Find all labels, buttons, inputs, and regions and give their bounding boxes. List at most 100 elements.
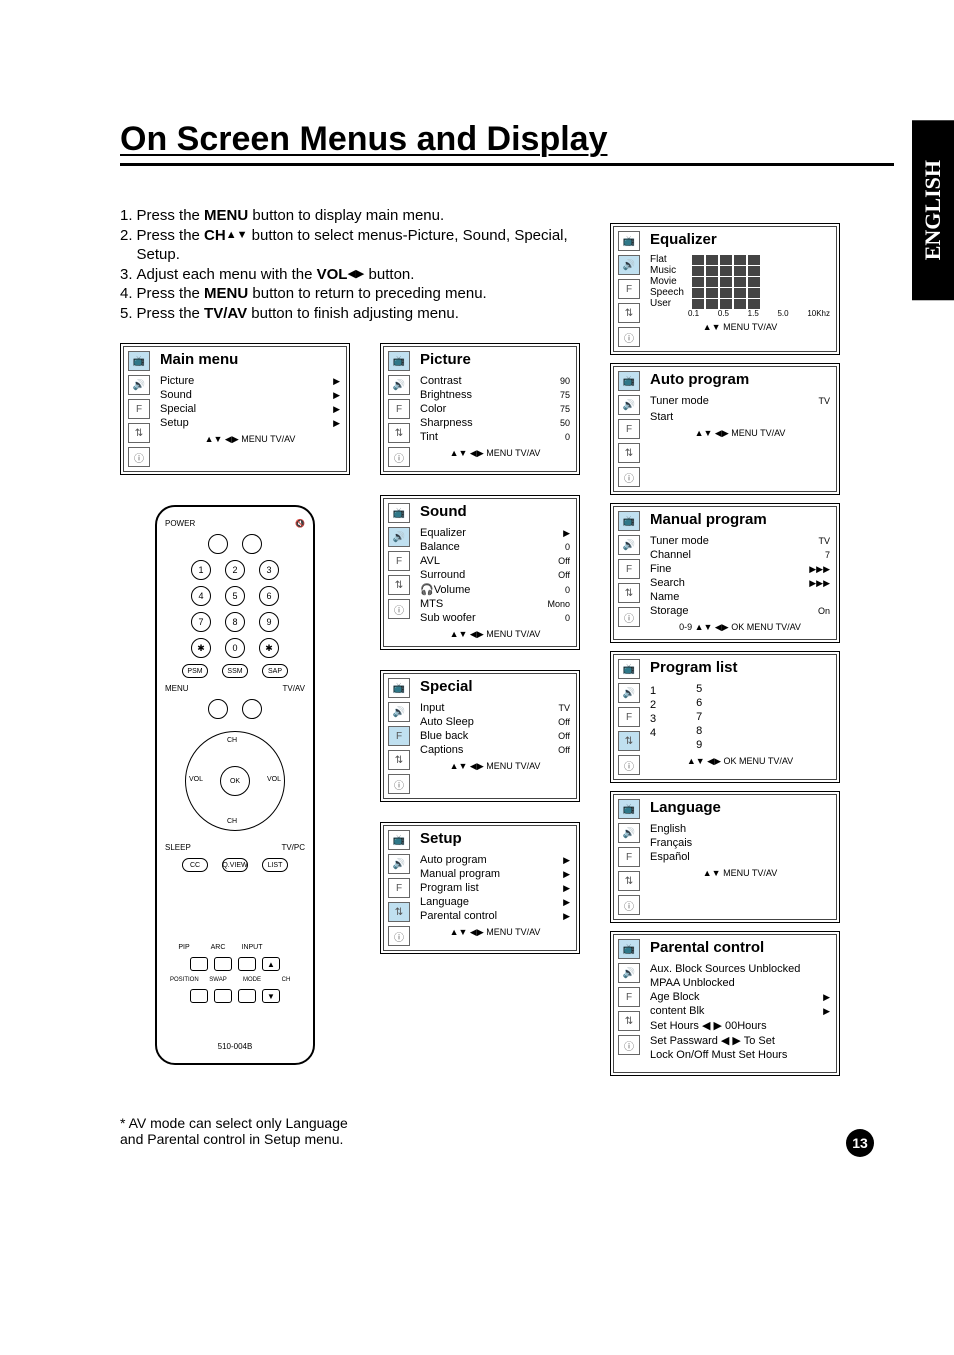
menu-icon: 📺: [388, 503, 410, 523]
menu-row: Auto SleepOff: [420, 715, 570, 729]
digit-button[interactable]: 6: [259, 586, 279, 606]
menu-footer: ▲▼ MENU TV/AV: [650, 864, 830, 880]
menu-row: Sound▶: [160, 388, 340, 402]
digit-button[interactable]: ✱: [259, 638, 279, 658]
manual-program-menu-box: 📺🔊F⇅ⓘManual programTuner modeTVChannel7F…: [610, 503, 840, 643]
menu-row: Tuner modeTV: [650, 394, 830, 408]
program-list-item: 1: [650, 684, 656, 698]
eq-row: Music: [650, 265, 830, 276]
menu-icon: 📺: [618, 231, 640, 251]
menu-icon: F: [388, 878, 410, 898]
square-button[interactable]: [190, 989, 208, 1003]
menu-row: SurroundOff: [420, 568, 570, 582]
setup-menu-box: 📺🔊F⇅ⓘSetupAuto program▶Manual program▶Pr…: [380, 822, 580, 954]
digit-button[interactable]: 3: [259, 560, 279, 580]
menu-icon: 🔊: [388, 375, 410, 395]
menu-button[interactable]: [208, 699, 228, 719]
program-list-item: 9: [696, 738, 702, 752]
eq-row: Flat: [650, 254, 830, 265]
square-button[interactable]: ▲: [262, 957, 280, 971]
dpad[interactable]: OK CH CH VOL VOL: [185, 731, 285, 831]
square-button[interactable]: [238, 989, 256, 1003]
digit-button[interactable]: 7: [191, 612, 211, 632]
menu-row: Parental control▶: [420, 909, 570, 923]
digit-button[interactable]: 8: [225, 612, 245, 632]
equalizer-menu-box: 📺🔊F⇅ⓘEqualizerFlatMusicMovieSpeechUser0.…: [610, 223, 840, 355]
menu-icon: ⇅: [618, 443, 640, 463]
square-button[interactable]: [214, 957, 232, 971]
menu-title: Sound: [420, 503, 570, 520]
mute-button[interactable]: [242, 534, 262, 554]
menu-title: Language: [650, 799, 830, 816]
menu-row: Sub woofer0: [420, 611, 570, 625]
menu-icon: F: [618, 419, 640, 439]
pill-button[interactable]: LIST: [262, 858, 288, 872]
square-button[interactable]: [238, 957, 256, 971]
menu-icon: F: [128, 399, 150, 419]
menu-icon: F: [618, 847, 640, 867]
square-button[interactable]: [190, 957, 208, 971]
menu-row: Set Passward ◀ ▶ To Set: [650, 1033, 830, 1048]
menu-row: Tint0: [420, 430, 570, 444]
menu-row: Brightness75: [420, 388, 570, 402]
square-button[interactable]: ▼: [262, 989, 280, 1003]
menu-icon: ⇅: [388, 575, 410, 595]
page-number: 13: [846, 1129, 874, 1157]
menu-icon: 📺: [618, 939, 640, 959]
menu-row: Balance0: [420, 540, 570, 554]
mode-button[interactable]: PSM: [182, 664, 208, 678]
menu-row: Blue backOff: [420, 729, 570, 743]
digit-button[interactable]: 0: [225, 638, 245, 658]
power-button[interactable]: [208, 534, 228, 554]
digit-button[interactable]: ✱: [191, 638, 211, 658]
eq-axis: 0.10.51.55.010Khz: [650, 309, 830, 318]
menu-icon: F: [618, 559, 640, 579]
menu-title: Main menu: [160, 351, 340, 368]
menu-row: Contrast90: [420, 374, 570, 388]
square-button[interactable]: [214, 989, 232, 1003]
menu-icon-column: 📺🔊F⇅ⓘ: [614, 795, 644, 919]
menu-title: Parental control: [650, 939, 830, 956]
menu-row: StorageOn: [650, 604, 830, 618]
pill-button[interactable]: Q.VIEW: [222, 858, 248, 872]
menu-icon: F: [618, 279, 640, 299]
menu-title: Manual program: [650, 511, 830, 528]
digit-button[interactable]: 1: [191, 560, 211, 580]
menu-icon: ⓘ: [618, 895, 640, 915]
digit-button[interactable]: 2: [225, 560, 245, 580]
menu-footer: ▲▼ ◀▶ MENU TV/AV: [420, 923, 570, 940]
menu-title: Auto program: [650, 371, 830, 388]
menu-icon: ⓘ: [618, 467, 640, 487]
menu-icon: ⓘ: [388, 774, 410, 794]
menu-row: Color75: [420, 402, 570, 416]
menu-row: content Blk▶: [650, 1004, 830, 1018]
menu-row: Search▶▶▶: [650, 576, 830, 590]
menu-row: MPAA Unblocked: [650, 976, 830, 990]
eq-row: User: [650, 298, 830, 309]
menu-icon: ⇅: [618, 1011, 640, 1031]
menu-row: Channel7: [650, 548, 830, 562]
program-list-item: 2: [650, 698, 656, 712]
menu-footer: ▲▼ ◀▶ MENU TV/AV: [650, 424, 830, 441]
menu-icon: 📺: [388, 678, 410, 698]
menu-row: Lock On/Off Must Set Hours: [650, 1048, 830, 1062]
pill-button[interactable]: CC: [182, 858, 208, 872]
menu-icon: 📺: [618, 799, 640, 819]
eq-row: Speech: [650, 287, 830, 298]
menu-row: Tuner modeTV: [650, 534, 830, 548]
mode-button[interactable]: SAP: [262, 664, 288, 678]
menu-icon: ⇅: [618, 871, 640, 891]
language-tab: ENGLISH: [912, 120, 954, 300]
menu-row: Language▶: [420, 895, 570, 909]
mode-button[interactable]: SSM: [222, 664, 248, 678]
remote-control: POWER🔇123456789✱0✱PSMSSMSAPMENUTV/AVOK C…: [155, 505, 315, 1065]
footnote: * AV mode can select only Language and P…: [120, 1115, 350, 1147]
digit-button[interactable]: 9: [259, 612, 279, 632]
menu-icon: F: [618, 987, 640, 1007]
menu-row: MTSMono: [420, 597, 570, 611]
tvav-button[interactable]: [242, 699, 262, 719]
menu-icon: ⇅: [388, 902, 410, 922]
digit-button[interactable]: 4: [191, 586, 211, 606]
menu-icon: ⓘ: [618, 607, 640, 627]
digit-button[interactable]: 5: [225, 586, 245, 606]
